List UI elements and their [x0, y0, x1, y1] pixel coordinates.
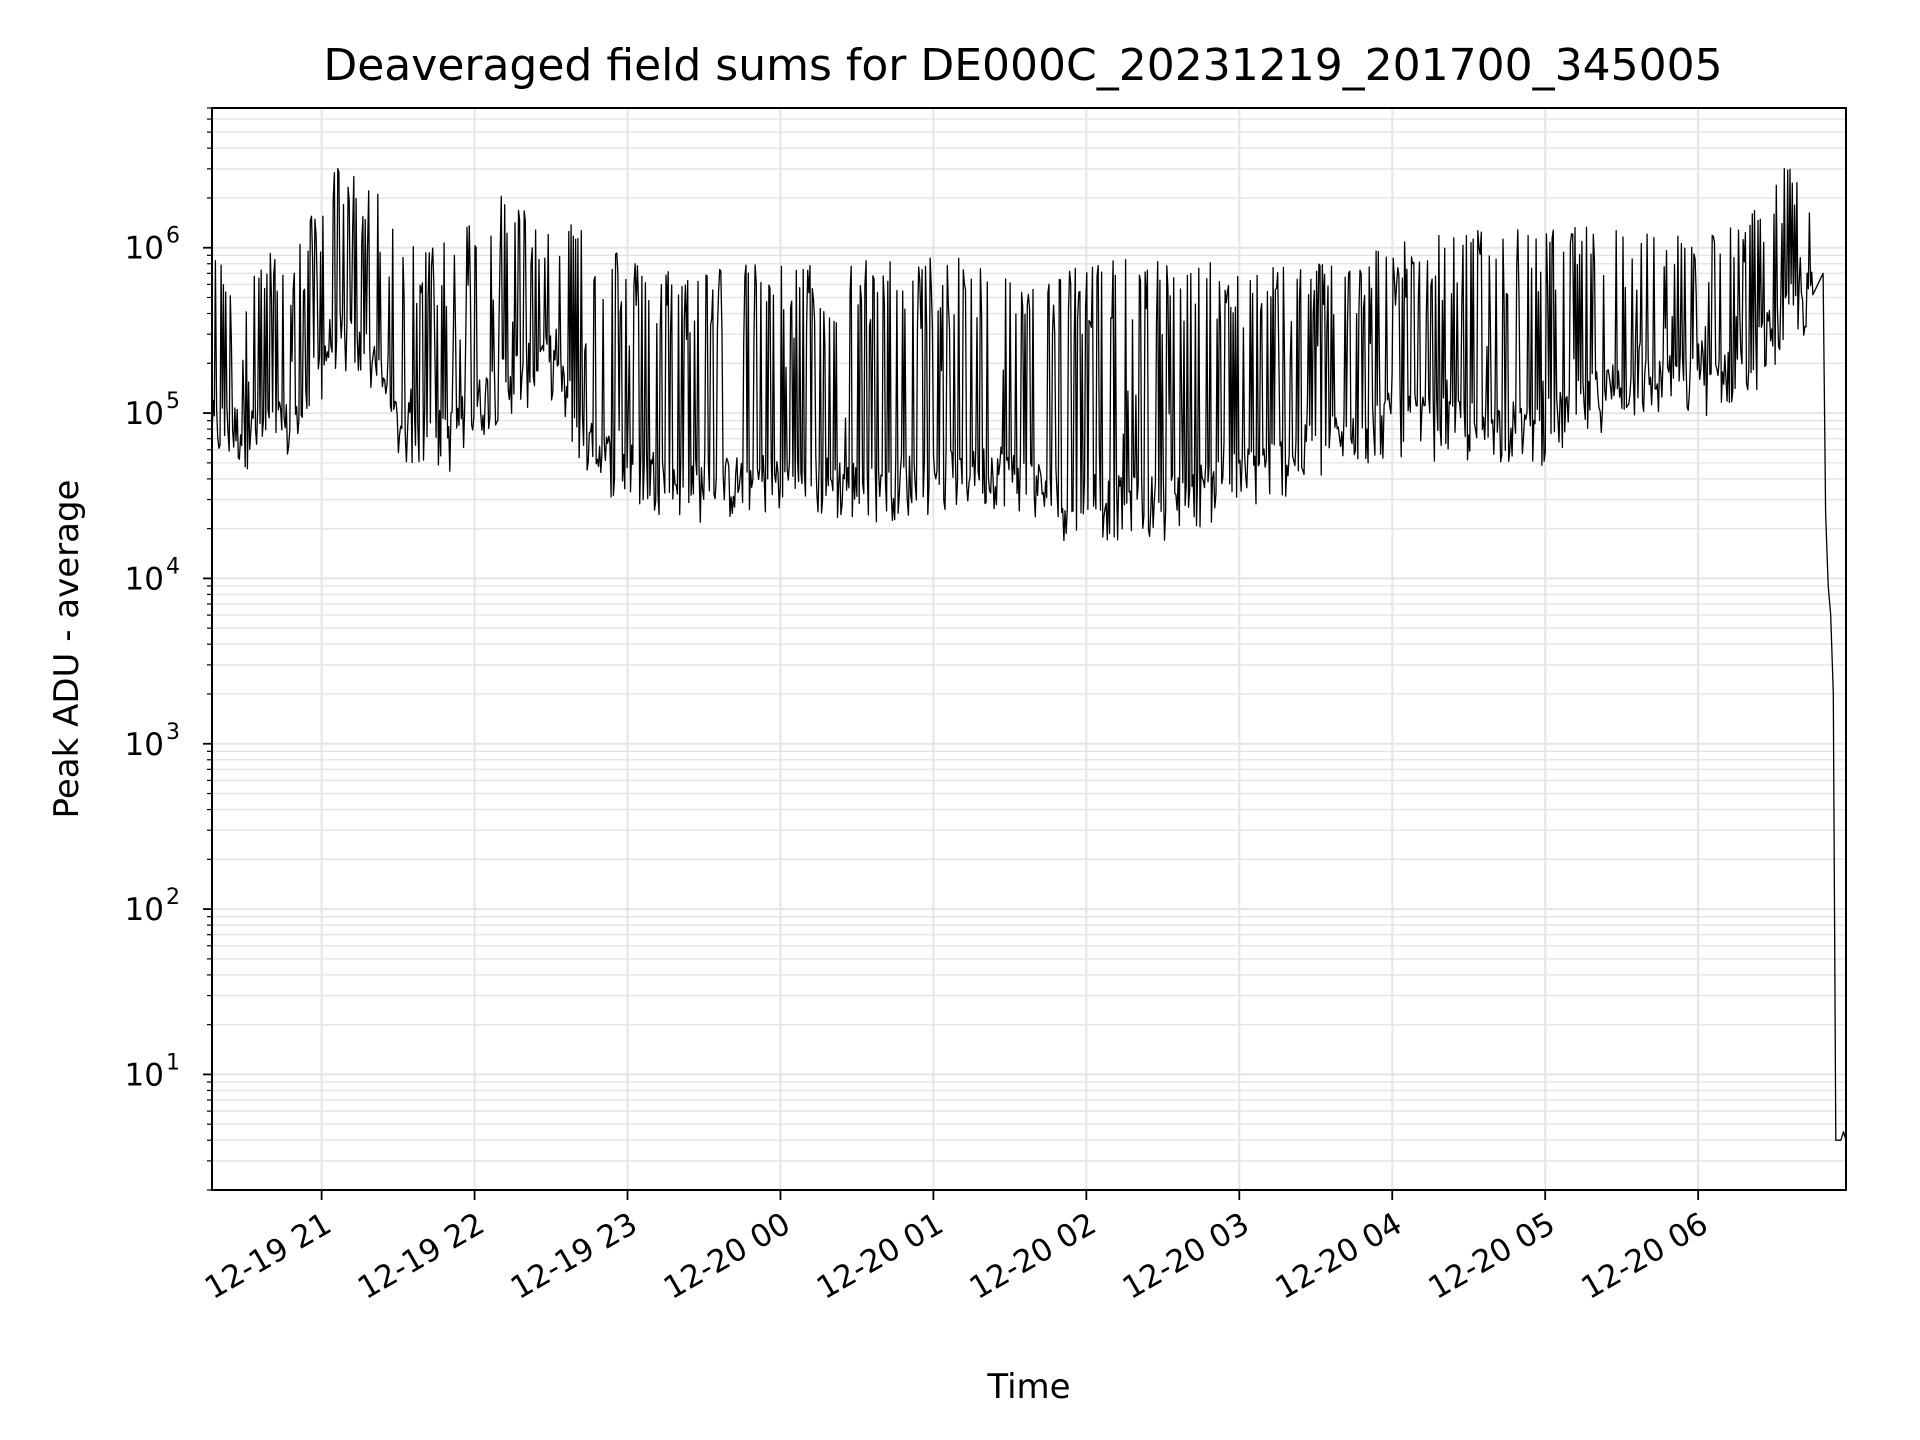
y-tick-label: 10 [125, 892, 164, 928]
y-tick-label: 10 [125, 1057, 164, 1093]
chart-title: Deaveraged field sums for DE000C_2023121… [323, 40, 1722, 91]
y-axis-label: Peak ADU - average [47, 480, 87, 819]
y-tick-exponent: 1 [166, 1050, 180, 1075]
y-tick-label: 10 [125, 727, 164, 763]
y-tick-label: 10 [125, 396, 164, 432]
y-tick-exponent: 3 [166, 720, 180, 745]
y-tick-exponent: 6 [166, 224, 180, 249]
y-tick-exponent: 2 [166, 885, 180, 910]
y-tick-label: 10 [125, 561, 164, 597]
x-axis-label: Time [986, 1367, 1070, 1407]
series-group [211, 168, 1847, 1141]
y-tick-label: 10 [125, 231, 164, 267]
data-series-line [211, 168, 1847, 1141]
plot-frame [211, 107, 1847, 1191]
y-tick-exponent: 4 [166, 554, 180, 579]
y-tick-exponent: 5 [166, 389, 180, 414]
